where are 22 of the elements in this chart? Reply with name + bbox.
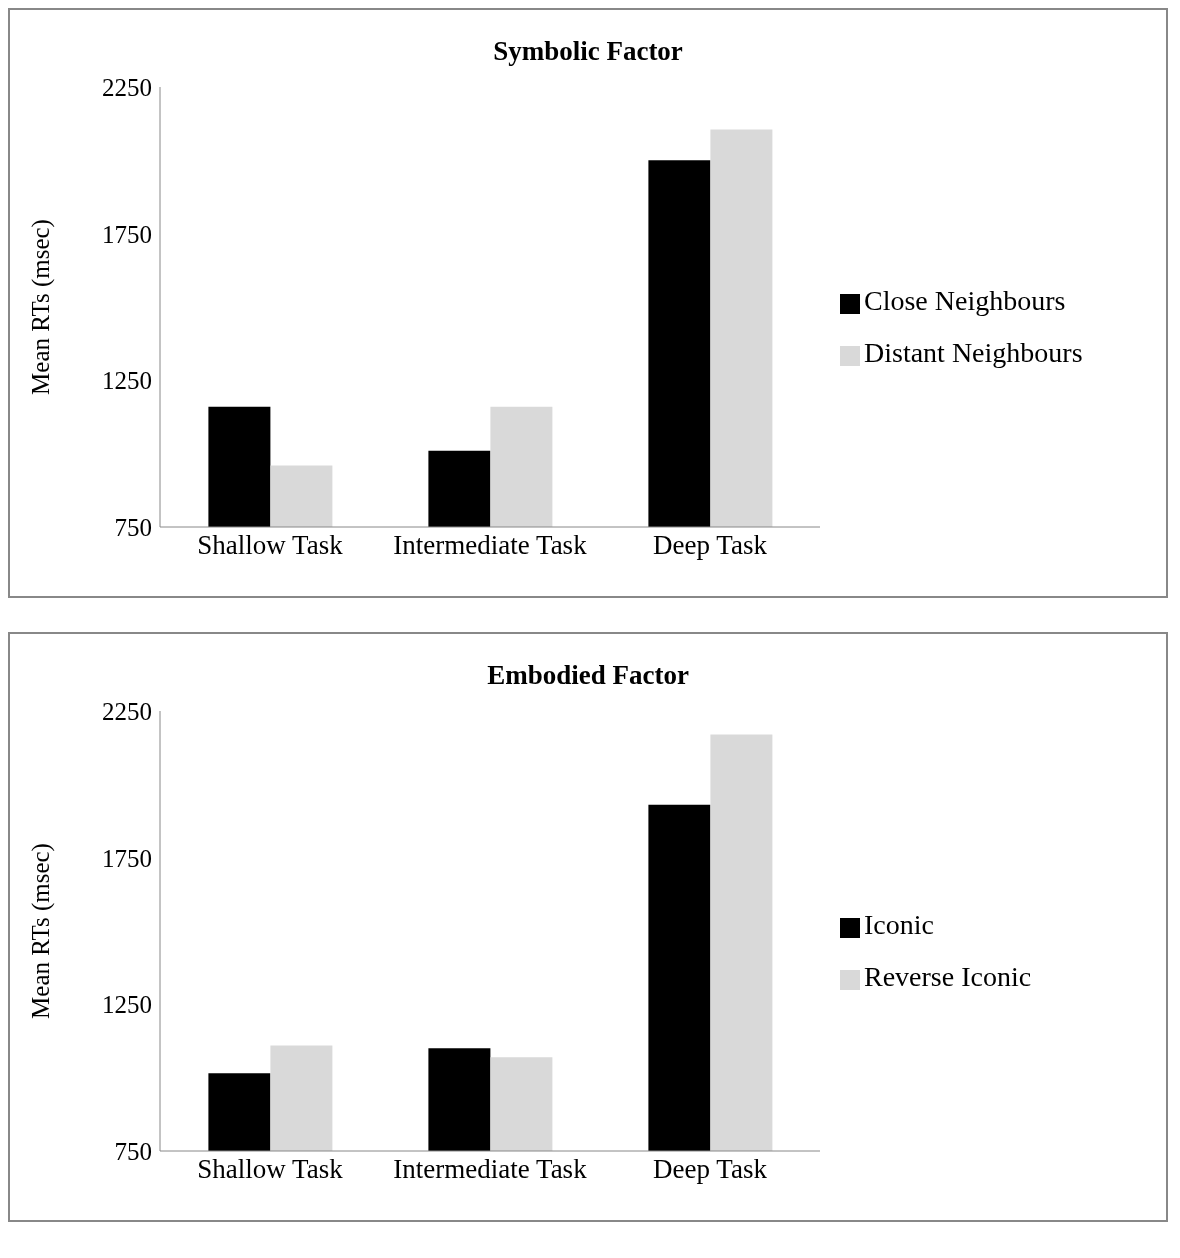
chart-title: Embodied Factor [486, 660, 690, 691]
y-tick-label: 750 [114, 513, 152, 541]
y-tick-label: 1250 [102, 367, 152, 395]
legend-label: Reverse Iconic [864, 961, 1032, 992]
chart-title: Symbolic Factor [492, 36, 684, 67]
x-tick-label: Deep Task [653, 1154, 768, 1185]
legend-label: Iconic [864, 909, 934, 940]
y-axis-title: Mean RTs (msec) [26, 843, 55, 1019]
legend-label: Close Neighbours [864, 285, 1066, 316]
x-tick-label: Deep Task [653, 530, 768, 561]
x-tick-label: Shallow Task [197, 530, 344, 561]
x-tick-label: Intermediate Task [393, 530, 588, 561]
y-axis-title: Mean RTs (msec) [26, 219, 55, 395]
y-tick-label: 2250 [102, 73, 152, 101]
x-tick-label: Intermediate Task [393, 1154, 588, 1185]
y-tick-label: 1750 [102, 220, 152, 248]
legend-label: Distant Neighbours [864, 337, 1083, 368]
y-tick-label: 2250 [102, 697, 152, 725]
x-tick-label: Shallow Task [197, 1154, 344, 1185]
y-tick-label: 750 [114, 1137, 152, 1165]
y-tick-label: 1750 [102, 844, 152, 872]
y-tick-label: 1250 [102, 991, 152, 1019]
